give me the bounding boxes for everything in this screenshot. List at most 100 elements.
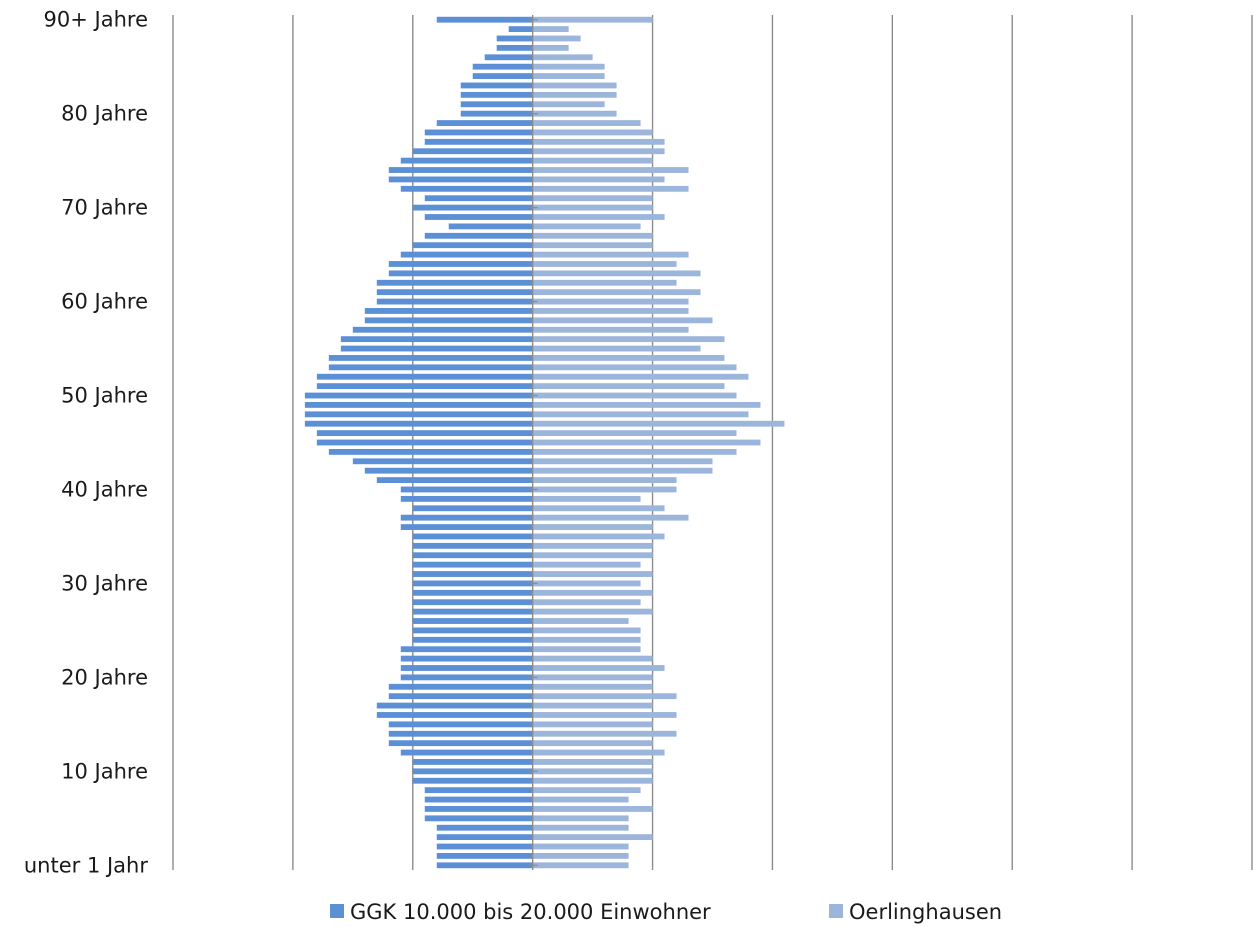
bar-ggk [400, 486, 533, 493]
bar-ggk [460, 110, 533, 117]
bar-oerlinghausen [532, 608, 653, 615]
center-axis [527, 15, 538, 870]
bar-ggk [508, 26, 533, 33]
legend-swatch-ggk [330, 904, 344, 918]
bar-ggk [388, 730, 533, 737]
bar-ggk [304, 420, 533, 427]
bar-oerlinghausen [532, 759, 653, 765]
bar-oerlinghausen [532, 636, 641, 643]
bar-oerlinghausen [532, 806, 653, 812]
bar-oerlinghausen [532, 852, 629, 859]
bar-oerlinghausen [532, 214, 665, 220]
bar-ggk [424, 129, 533, 136]
bar-ggk [400, 749, 533, 756]
bar-ggk [412, 580, 533, 587]
bar-oerlinghausen [532, 279, 677, 286]
bar-ggk [376, 298, 533, 305]
bar-ggk [400, 674, 533, 681]
bar-ggk [412, 561, 533, 568]
bar-ggk [400, 157, 533, 164]
bar-ggk [412, 148, 533, 155]
bar-oerlinghausen [532, 129, 653, 136]
bar-oerlinghausen [532, 815, 629, 822]
y-tick-label: 90+ Jahre [44, 8, 148, 32]
bar-oerlinghausen [532, 486, 677, 493]
bar-oerlinghausen [532, 270, 701, 277]
bar-ggk [364, 308, 533, 314]
bar-ggk [304, 402, 533, 408]
bar-ggk [412, 636, 533, 643]
bar-ggk [400, 646, 533, 653]
bar-ggk [412, 759, 533, 765]
bar-ggk [460, 101, 533, 108]
bar-ggk [472, 73, 533, 79]
bar-oerlinghausen [532, 655, 653, 662]
bar-ggk [400, 514, 533, 521]
bar-oerlinghausen [532, 533, 665, 540]
bar-oerlinghausen [532, 317, 713, 324]
bar-oerlinghausen [532, 110, 617, 117]
bar-ggk [412, 242, 533, 249]
bar-oerlinghausen [532, 589, 653, 596]
bar-oerlinghausen [532, 35, 581, 42]
bar-ggk [436, 120, 533, 126]
bar-oerlinghausen [532, 176, 665, 183]
bar-ggk [352, 326, 533, 333]
y-tick-label: 50 Jahre [61, 384, 148, 408]
bar-ggk [412, 608, 533, 615]
bar-ggk [400, 185, 533, 192]
bar-ggk [412, 768, 533, 775]
bar-ggk [436, 843, 533, 850]
bar-ggk [376, 289, 533, 296]
bar-ggk [316, 383, 533, 390]
bar-oerlinghausen [532, 721, 653, 728]
bar-oerlinghausen [532, 373, 749, 380]
bar-oerlinghausen [532, 768, 653, 775]
bar-ggk [304, 411, 533, 418]
bar-ggk [424, 796, 533, 803]
bar-oerlinghausen [532, 242, 653, 249]
bar-oerlinghausen [532, 44, 569, 51]
bar-ggk [412, 552, 533, 559]
bar-oerlinghausen [532, 618, 629, 624]
legend-label-oerlinghausen: Oerlinghausen [849, 900, 1002, 924]
bar-oerlinghausen [532, 561, 641, 568]
y-tick-label: 70 Jahre [61, 196, 148, 220]
bar-oerlinghausen [532, 251, 689, 258]
bar-oerlinghausen [532, 580, 641, 587]
bar-oerlinghausen [532, 308, 689, 314]
bar-oerlinghausen [532, 16, 653, 23]
bar-ggk [316, 439, 533, 446]
bar-oerlinghausen [532, 157, 653, 164]
bar-ggk [400, 655, 533, 662]
bar-ggk [424, 138, 533, 145]
bar-ggk [412, 505, 533, 512]
bar-ggk [424, 232, 533, 239]
bar-ggk [436, 852, 533, 859]
y-tick-label: 20 Jahre [61, 665, 148, 689]
bar-ggk [376, 279, 533, 286]
bar-oerlinghausen [532, 26, 569, 33]
bar-ggk [424, 787, 533, 794]
bar-oerlinghausen [532, 787, 641, 794]
bars-oerlinghausen [532, 16, 785, 869]
bar-ggk [412, 204, 533, 211]
bar-ggk [388, 721, 533, 728]
bar-ggk [388, 261, 533, 267]
bar-oerlinghausen [532, 73, 605, 79]
bar-oerlinghausen [532, 298, 689, 305]
bars-ggk [304, 16, 533, 869]
bar-ggk [364, 467, 533, 474]
bar-oerlinghausen [532, 383, 725, 390]
bar-oerlinghausen [532, 458, 713, 465]
bar-ggk [340, 345, 533, 352]
bar-oerlinghausen [532, 138, 665, 145]
bar-ggk [328, 448, 533, 455]
y-tick-label: 80 Jahre [61, 102, 148, 126]
legend-swatch-oerlinghausen [829, 904, 843, 918]
bar-ggk [376, 702, 533, 709]
bar-oerlinghausen [532, 402, 761, 408]
bar-ggk [388, 270, 533, 277]
bar-oerlinghausen [532, 430, 737, 437]
